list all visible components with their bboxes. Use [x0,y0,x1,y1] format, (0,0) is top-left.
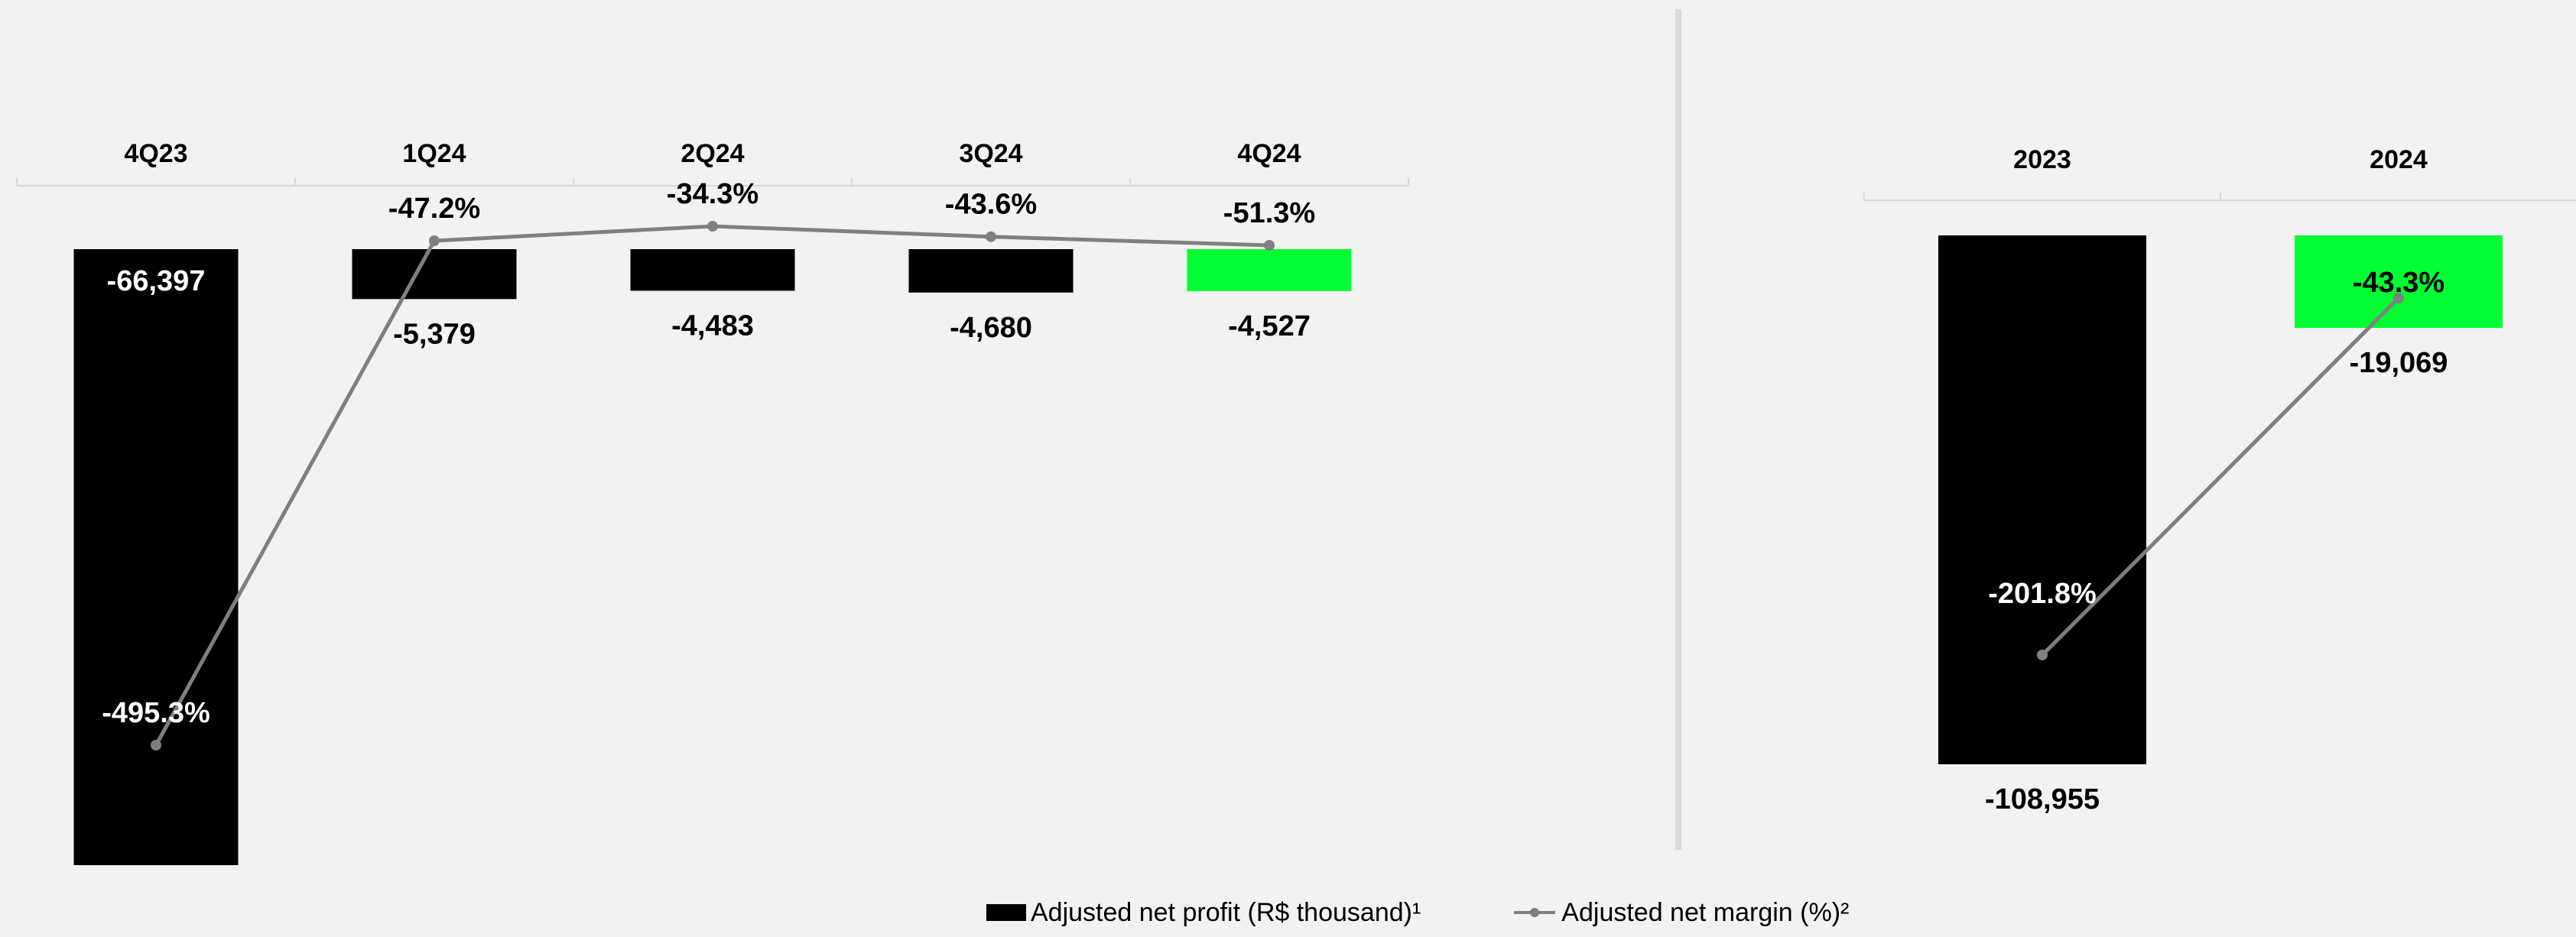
category-label: 3Q24 [959,139,1022,168]
bar [73,249,239,865]
margin-line [154,224,1270,747]
margin-data-label: -43.6% [945,189,1037,221]
category-label: 2Q24 [681,139,744,168]
bar [630,249,795,291]
bar [352,249,517,300]
bar-data-label: -4,527 [1228,310,1311,342]
legend-item-net-profit: Adjusted net profit (R$ thousand)¹ [986,898,1421,928]
margin-data-label: -43.3% [2353,267,2444,299]
bar-data-label: -108,955 [1985,783,2100,815]
margin-point [2393,293,2404,303]
margin-data-label: -47.2% [388,193,480,225]
margin-point [707,220,718,232]
legend-bar-swatch [986,904,1026,921]
bar-data-label: -4,483 [671,310,754,342]
margin-data-label: -51.3% [1223,197,1315,229]
margin-line [2041,297,2400,657]
margin-point [1264,240,1275,251]
bar-data-label: -66,397 [107,265,206,297]
bar-data-label: -4,680 [950,312,1032,344]
legend-bar-label: Adjusted net profit (R$ thousand)¹ [1031,897,1421,927]
bar [2295,235,2503,329]
margin-data-label: -495.3% [102,697,210,729]
category-label: 4Q23 [124,139,187,168]
bar [908,249,1074,293]
category-label: 1Q24 [402,139,466,168]
bar [1938,235,2146,764]
legend-line-label: Adjusted net margin (%)² [1561,897,1850,927]
category-label: 4Q24 [1237,139,1301,168]
bar-data-label: -5,379 [393,318,476,350]
margin-point [429,235,440,246]
margin-point [986,231,996,242]
margin-data-label: -201.8% [1988,578,2097,610]
margin-point [2037,650,2048,660]
category-label: 2023 [2013,145,2071,174]
legend: Adjusted net profit (R$ thousand)¹ Adjus… [986,896,1849,929]
category-label: 2024 [2370,145,2428,174]
bar [1187,249,1352,291]
legend-line-swatch [1514,908,1556,917]
margin-data-label: -34.3% [667,178,759,210]
bar-data-label: -19,069 [2350,347,2448,379]
legend-item-net-margin: Adjusted net margin (%)² [1512,898,1849,928]
margin-point [151,740,161,751]
